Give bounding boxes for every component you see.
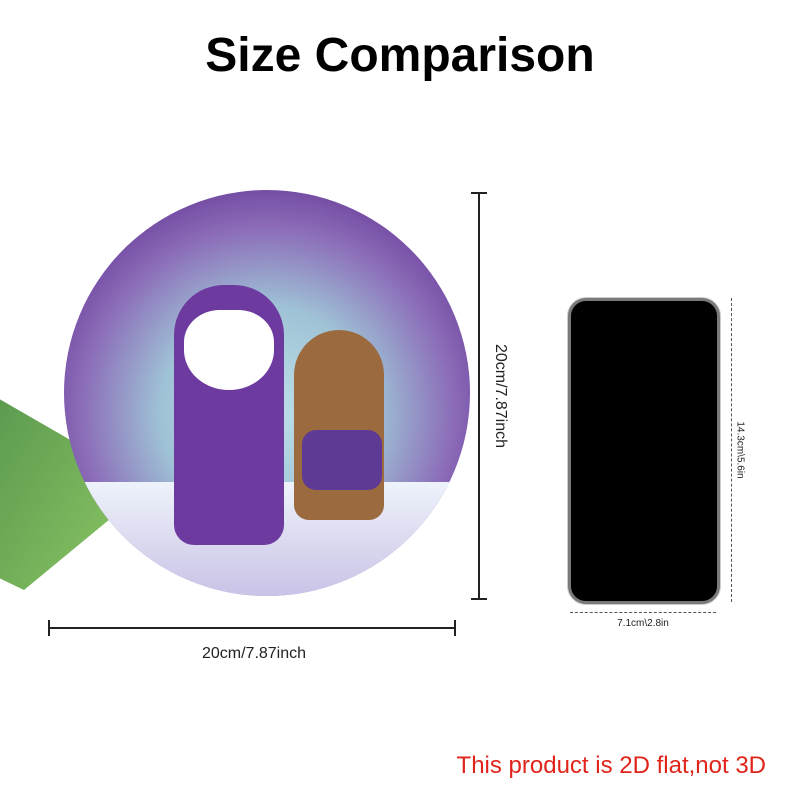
height-line-cap [471, 598, 487, 600]
height-dimension-line [478, 192, 480, 600]
smartphone-image [568, 298, 720, 604]
phone-height-line [731, 298, 732, 602]
reindeer-figure [294, 330, 384, 520]
page-title: Size Comparison [205, 29, 595, 82]
phone-width-line [570, 612, 716, 613]
height-line-cap [471, 192, 487, 194]
width-dimension-line [48, 627, 456, 629]
flat-product-note: This product is 2D flat,not 3D [456, 752, 766, 779]
reindeer-sweater [302, 430, 382, 490]
round-christmas-sign-image [64, 190, 470, 596]
width-line-cap [454, 620, 456, 636]
phone-width-label: 7.1cm\2.8in [617, 618, 669, 629]
product-width-label: 20cm/7.87inch [201, 645, 307, 662]
phone-height-label: 14.3cm\5.6in [734, 421, 746, 479]
product-height-label: 20cm/7.87inch [492, 343, 509, 449]
width-line-cap [48, 620, 50, 636]
santa-beard [184, 310, 274, 390]
